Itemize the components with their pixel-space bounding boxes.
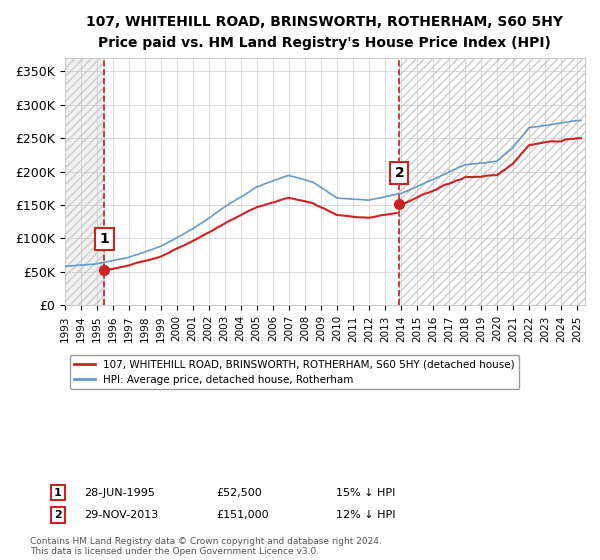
Text: 15% ↓ HPI: 15% ↓ HPI [336, 488, 395, 498]
Title: 107, WHITEHILL ROAD, BRINSWORTH, ROTHERHAM, S60 5HY
Price paid vs. HM Land Regis: 107, WHITEHILL ROAD, BRINSWORTH, ROTHERH… [86, 15, 563, 50]
Text: 2: 2 [395, 166, 404, 180]
Text: £151,000: £151,000 [216, 510, 269, 520]
Text: 12% ↓ HPI: 12% ↓ HPI [336, 510, 395, 520]
Text: Contains HM Land Registry data © Crown copyright and database right 2024.
This d: Contains HM Land Registry data © Crown c… [30, 537, 382, 557]
Text: 29-NOV-2013: 29-NOV-2013 [84, 510, 158, 520]
FancyBboxPatch shape [65, 58, 104, 305]
Text: 1: 1 [100, 232, 109, 246]
Text: 28-JUN-1995: 28-JUN-1995 [84, 488, 155, 498]
Text: 1: 1 [54, 488, 62, 498]
Text: 2: 2 [54, 510, 62, 520]
Legend: 107, WHITEHILL ROAD, BRINSWORTH, ROTHERHAM, S60 5HY (detached house), HPI: Avera: 107, WHITEHILL ROAD, BRINSWORTH, ROTHERH… [70, 355, 519, 389]
Text: £52,500: £52,500 [216, 488, 262, 498]
